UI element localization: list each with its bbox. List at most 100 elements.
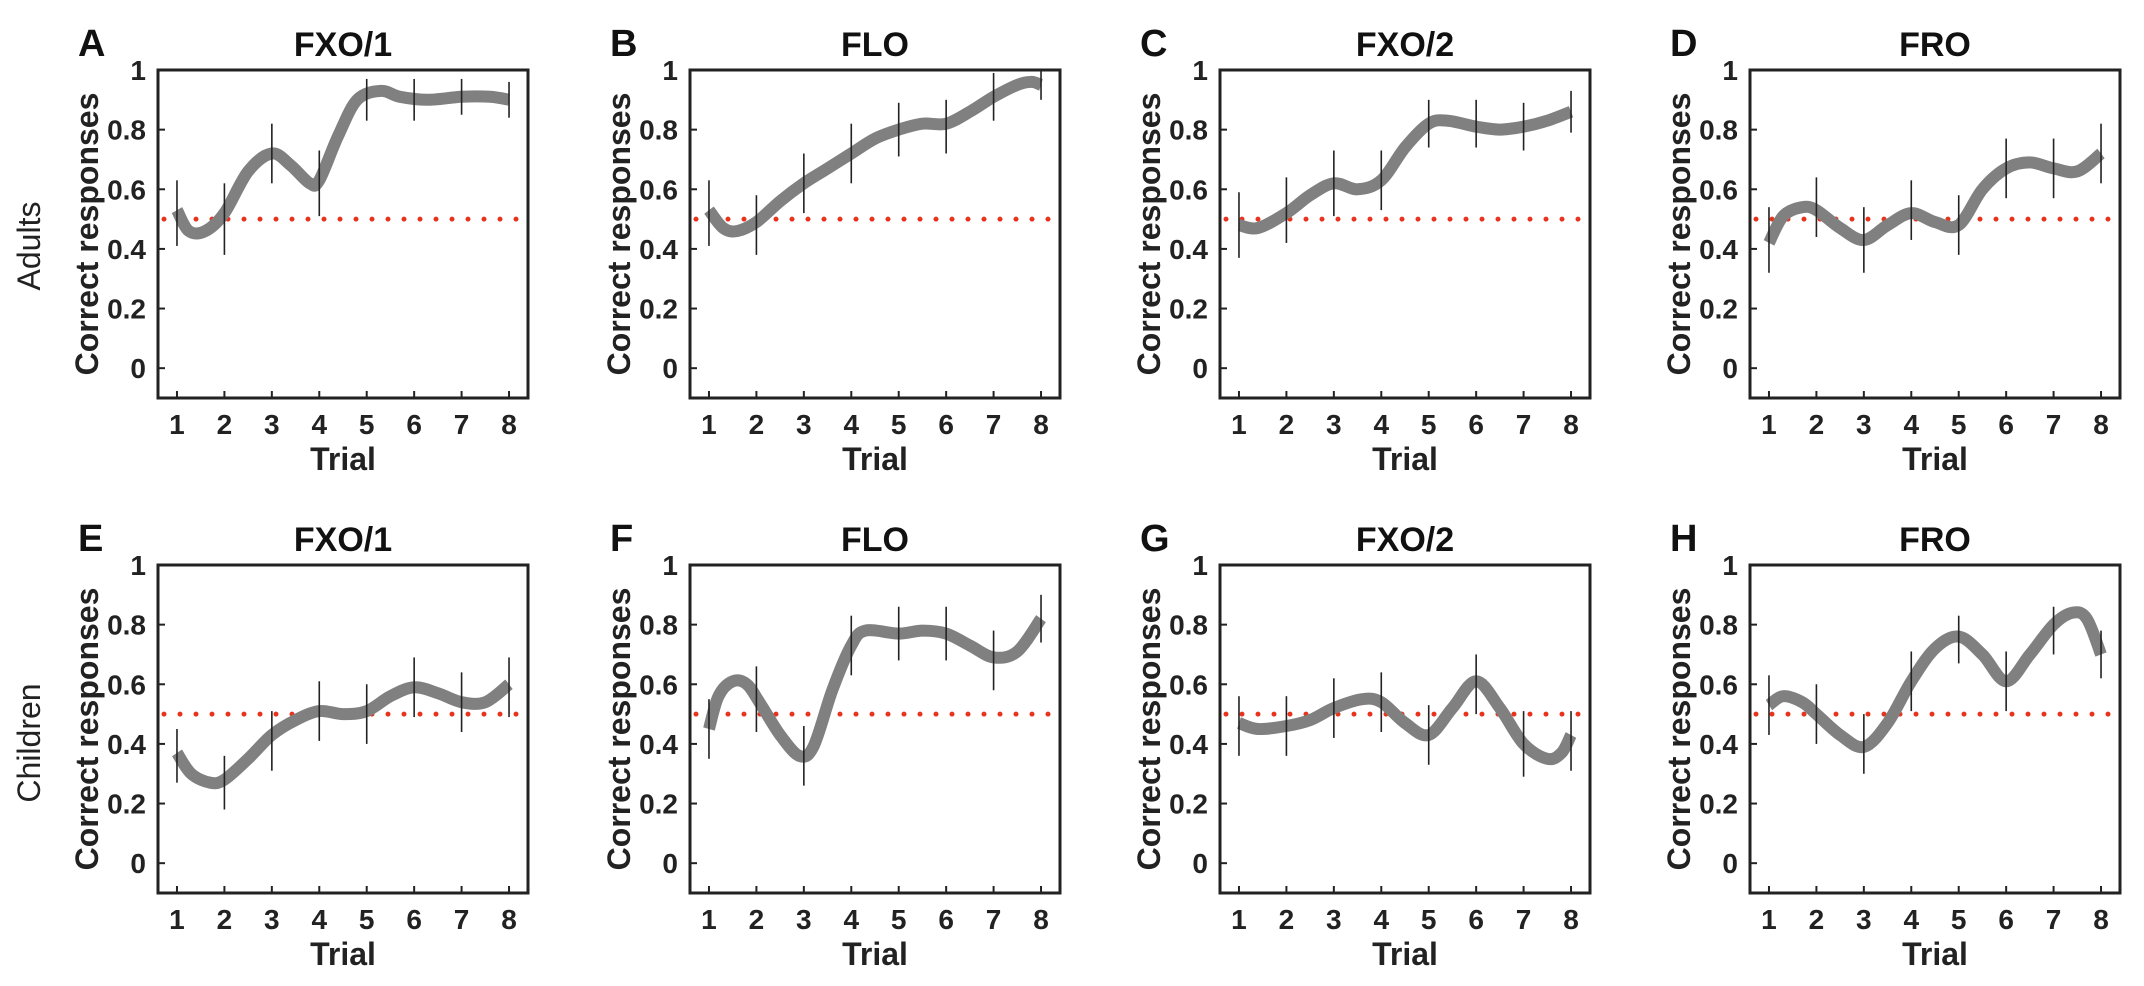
panel-f-ytick-label: 0.4 (639, 729, 678, 760)
panel-e-ytick-label: 0.6 (107, 669, 146, 700)
panel-g-ylabel: Correct responses (1131, 588, 1167, 871)
panel-e-xtick-label: 7 (454, 904, 470, 935)
panel-f-xtick-label: 6 (938, 904, 954, 935)
panel-c-axes-frame (1218, 68, 1592, 400)
panel-e-xtick-label: 4 (311, 904, 327, 935)
panel-b-xtick-label: 7 (986, 409, 1002, 440)
panel-a-ytick-label: 0.4 (107, 234, 146, 265)
panel-d-ytick-label: 0 (1722, 353, 1738, 384)
panel-h-ylabel: Correct responses (1661, 588, 1697, 871)
panel-b-chart: 0 0.2 0.4 0.6 0.8 1 1 2 3 4 5 6 7 8 FLO B Trial Correct r… (601, 23, 1062, 477)
panel-d-xtick-label: 5 (1951, 409, 1967, 440)
panel-c-xtick-label: 3 (1326, 409, 1342, 440)
panel-c-ylabel: Correct responses (1131, 93, 1167, 376)
panel-h-ytick-label: 0.4 (1699, 729, 1738, 760)
panel-g-xtick-label: 4 (1373, 904, 1389, 935)
panel-d-chart: 0 0.2 0.4 0.6 0.8 1 1 2 3 4 5 6 7 8 FRO D Trial Correct r… (1661, 23, 2122, 477)
panel-d-xtick-label: 2 (1809, 409, 1825, 440)
panel-g-chart: 0 0.2 0.4 0.6 0.8 1 1 2 3 4 5 6 7 8 FXO/2 G Trial Correct… (1131, 518, 1592, 972)
panel-g-xtick-label: 2 (1279, 904, 1295, 935)
panel-b-xtick-label: 1 (701, 409, 717, 440)
panel-h-xtick-label: 2 (1809, 904, 1825, 935)
panel-g-xtick-label: 3 (1326, 904, 1342, 935)
panel-a-chart: 0 0.2 0.4 0.6 0.8 1 1 2 3 4 5 6 7 8 FXO/1 A Trial Correct… (69, 23, 530, 477)
panel-d-data-curve (1763, 148, 2105, 246)
panel-g-letter: G (1140, 518, 1170, 560)
panel-c-xlabel: Trial (1372, 441, 1438, 477)
panel-a-xtick-label: 7 (454, 409, 470, 440)
panel-a-ytick-label: 0.6 (107, 174, 146, 205)
panel-g-xlabel: Trial (1372, 936, 1438, 972)
panel-d-xtick-label: 8 (2093, 409, 2109, 440)
panel-d-ytick-label: 0.2 (1699, 294, 1738, 325)
panel-h-letter: H (1670, 518, 1697, 560)
row-label-children: Children (11, 683, 47, 802)
panel-a-ytick-label: 0 (130, 353, 146, 384)
panel-f-xtick-label: 3 (796, 904, 812, 935)
panel-h-xtick-label: 3 (1856, 904, 1872, 935)
panel-a-xlabel: Trial (310, 441, 376, 477)
panel-e-ytick-label: 1 (130, 550, 146, 581)
panel-a-ytick-label: 0.2 (107, 294, 146, 325)
panel-h-ytick-label: 1 (1722, 550, 1738, 581)
panel-g-title: FXO/2 (1356, 521, 1454, 559)
panel-h-xtick-label: 6 (1998, 904, 2014, 935)
panel-f-axes-frame (688, 563, 1062, 895)
panel-c-ytick-label: 0.2 (1169, 294, 1208, 325)
row-label-adults: Adults (11, 202, 47, 291)
panel-c-xtick-label: 8 (1563, 409, 1579, 440)
panel-d-ytick-label: 0.6 (1699, 174, 1738, 205)
panel-e-axes-frame (156, 563, 530, 895)
panel-b-xtick-label: 8 (1033, 409, 1049, 440)
panel-a-data-curve (171, 84, 511, 240)
panel-a-xtick-label: 8 (501, 409, 517, 440)
panel-c-xtick-label: 6 (1468, 409, 1484, 440)
panel-g-data-curve (1236, 675, 1577, 766)
panel-e-xlabel: Trial (310, 936, 376, 972)
panel-d-ytick-label: 1 (1722, 55, 1738, 86)
panel-e-letter: E (78, 518, 103, 560)
panel-h-xtick-label: 7 (2046, 904, 2062, 935)
panel-c-xtick-label: 1 (1231, 409, 1247, 440)
panel-f-xlabel: Trial (842, 936, 908, 972)
panel-d-xtick-label: 4 (1903, 409, 1919, 440)
panel-a-ytick-label: 0.8 (107, 115, 146, 146)
panel-b-ytick-label: 0 (662, 353, 678, 384)
panel-a-xtick-label: 5 (359, 409, 375, 440)
panel-f-xtick-label: 7 (986, 904, 1002, 935)
panel-e-xtick-label: 1 (169, 904, 185, 935)
panel-c-letter: C (1140, 23, 1167, 65)
panel-c-ytick-label: 0.8 (1169, 115, 1208, 146)
panel-b-xlabel: Trial (842, 441, 908, 477)
panel-c-xtick-label: 2 (1279, 409, 1295, 440)
panel-a-xtick-label: 3 (264, 409, 280, 440)
panel-a-xtick-label: 1 (169, 409, 185, 440)
panel-b-data-curve (704, 75, 1044, 238)
panel-e-xtick-label: 8 (501, 904, 517, 935)
panel-f-xtick-label: 2 (749, 904, 765, 935)
panel-d-xtick-label: 3 (1856, 409, 1872, 440)
panel-h-xtick-label: 1 (1761, 904, 1777, 935)
panel-a-ylabel: Correct responses (69, 93, 105, 376)
panel-b-ytick-label: 0.8 (639, 115, 678, 146)
panel-c-xtick-label: 5 (1421, 409, 1437, 440)
panel-b-xtick-label: 6 (938, 409, 954, 440)
panel-d-xtick-label: 7 (2046, 409, 2062, 440)
panel-f-xtick-label: 5 (891, 904, 907, 935)
panel-b-ytick-label: 1 (662, 55, 678, 86)
panel-b-xtick-label: 4 (843, 409, 859, 440)
panel-b-ytick-label: 0.2 (639, 294, 678, 325)
panel-c-data-curve (1237, 106, 1574, 235)
panel-g-ytick-label: 0.8 (1169, 610, 1208, 641)
panel-a-xtick-label: 4 (311, 409, 327, 440)
panel-d-xtick-label: 1 (1761, 409, 1777, 440)
panel-h-xlabel: Trial (1902, 936, 1968, 972)
panel-f-xtick-label: 1 (701, 904, 717, 935)
panel-e-xtick-label: 5 (359, 904, 375, 935)
panel-f-ytick-label: 0.6 (639, 669, 678, 700)
panel-h-ytick-label: 0.6 (1699, 669, 1738, 700)
panel-g-xtick-label: 5 (1421, 904, 1437, 935)
panel-f-letter: F (610, 518, 633, 560)
panel-g-axes-frame (1218, 563, 1592, 895)
panel-g-xtick-label: 6 (1468, 904, 1484, 935)
